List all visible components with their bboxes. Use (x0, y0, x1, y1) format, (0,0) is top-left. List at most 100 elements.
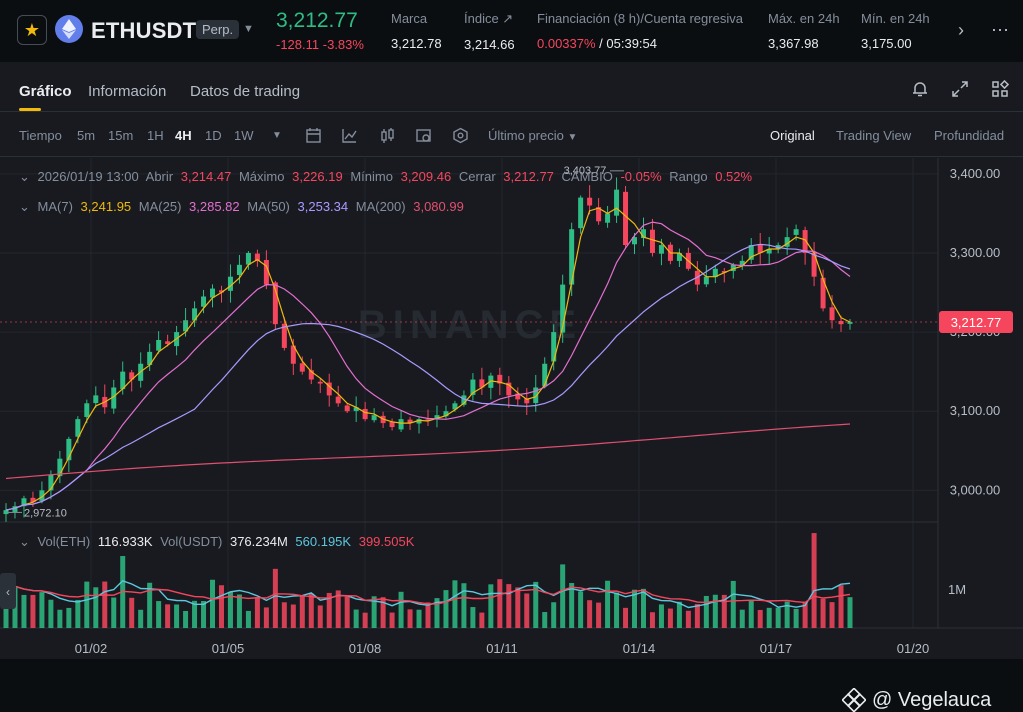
candle (658, 245, 664, 254)
indicator-icon[interactable] (341, 127, 358, 144)
interval-dropdown-icon[interactable]: ▼ (272, 130, 282, 141)
volume-bar (344, 596, 350, 628)
candle (829, 307, 835, 321)
candlestick-chart[interactable]: BINANCE3,400.003,300.003,200.003,100.003… (0, 158, 1023, 659)
candle (524, 398, 530, 404)
calendar-icon[interactable] (305, 127, 322, 144)
date-tick-label: 01/02 (75, 641, 108, 656)
volume-bar (488, 584, 494, 628)
volume-bar (524, 593, 530, 628)
author-name: @ Vegelauca (872, 688, 992, 711)
bell-icon[interactable] (911, 80, 929, 98)
expand-icon[interactable] (951, 80, 969, 98)
volume-bar (218, 585, 224, 628)
volume-bar (542, 612, 548, 628)
interval-1d[interactable]: 1D (205, 128, 222, 143)
volume-tick-label: 1M (948, 582, 966, 597)
ma7-value: 3,241.95 (80, 199, 132, 214)
close-label: Cerrar (458, 169, 496, 184)
candle (811, 252, 817, 277)
candle (183, 320, 189, 332)
volume-bar (614, 592, 620, 628)
chart-canvas[interactable]: BINANCE3,400.003,300.003,200.003,100.003… (0, 158, 1023, 659)
range-value: 0.52% (715, 169, 753, 184)
interval-15m[interactable]: 15m (108, 128, 134, 143)
candle (425, 419, 431, 421)
price-change: -128.11 -3.83% (276, 37, 364, 52)
volume-bar (254, 597, 260, 628)
candle (201, 296, 207, 307)
volume-bar (766, 607, 772, 628)
scroll-left-handle (0, 573, 16, 609)
interval-5m[interactable]: 5m (77, 128, 96, 143)
index-price-stat[interactable]: Índice ↗ 3,214.66 (464, 11, 515, 52)
view-depth[interactable]: Profundidad (934, 128, 1005, 143)
collapse-icon[interactable]: ⌄ (19, 534, 30, 549)
volume-bar (407, 609, 413, 628)
volume-ma-line (5, 579, 851, 609)
candle (506, 382, 512, 396)
candle (227, 276, 233, 291)
volume-bar (757, 609, 763, 628)
interval-1h[interactable]: 1H (147, 128, 164, 143)
candle (703, 276, 709, 285)
volume-bar (434, 598, 440, 628)
volume-bar (30, 594, 36, 628)
candle (434, 415, 440, 419)
price-tick-label: 3,000.00 (950, 482, 1001, 497)
stat-label: Máx. en 24h (768, 11, 840, 26)
last-price: 3,212.77 (276, 9, 358, 32)
candle (308, 370, 314, 380)
stat-label: Mín. en 24h (861, 11, 930, 26)
vol-usdt-value: 376.234M (229, 534, 288, 549)
tab-info[interactable]: Información (88, 83, 167, 100)
candle (605, 213, 611, 223)
stat-value: 3,212.78 (391, 36, 442, 51)
price-type-select[interactable]: Último precio ▼ (488, 128, 577, 143)
tab-trading-data[interactable]: Datos de trading (190, 83, 301, 100)
candle-type-icon[interactable] (379, 127, 396, 144)
collapse-icon[interactable]: ⌄ (19, 169, 30, 184)
header-actions: › ⋯ (958, 20, 1009, 41)
interval-1w[interactable]: 1W (234, 128, 254, 143)
tab-chart[interactable]: Gráfico (19, 83, 72, 100)
candle (676, 252, 682, 261)
candle (165, 341, 171, 344)
chevron-right-icon[interactable]: › (957, 20, 964, 40)
volume-bar (138, 609, 144, 628)
interval-4h[interactable]: 4H (175, 128, 192, 143)
candle (739, 260, 745, 266)
symbol-name[interactable]: ETHUSDT (91, 18, 197, 43)
favorite-star-icon[interactable]: ★ (17, 15, 47, 45)
chart-settings-icon[interactable] (415, 127, 432, 144)
ma-legend: ⌄ MA(7) 3,241.95 MA(25) 3,285.82 MA(50) … (19, 199, 468, 215)
ma50-value: 3,253.34 (297, 199, 349, 214)
candle (470, 379, 476, 395)
binance-watermark: BINANCE (358, 303, 582, 347)
volume-bar (353, 609, 359, 628)
volume-bar (847, 597, 853, 628)
layout-grid-icon[interactable] (991, 80, 1009, 98)
stat-label: Índice ↗ (464, 11, 514, 26)
high-24h-stat: Máx. en 24h 3,367.98 (768, 11, 840, 51)
more-icon[interactable]: ⋯ (991, 20, 1009, 40)
candle (784, 237, 790, 247)
candle (326, 382, 332, 396)
chevron-down-icon: ▼ (567, 132, 578, 143)
collapse-icon[interactable]: ⌄ (19, 199, 30, 214)
hexagon-settings-icon[interactable] (452, 127, 469, 144)
volume-bar (470, 607, 476, 628)
volume-bar (272, 568, 278, 628)
volume-bar (685, 610, 691, 628)
view-original[interactable]: Original (770, 128, 815, 143)
ticker-header: ★ ETHUSDT Perp. ▼ 3,212.77 -128.11 -3.83… (0, 0, 1023, 62)
candle (290, 345, 296, 364)
candle (398, 419, 404, 430)
view-tradingview[interactable]: Trading View (836, 128, 912, 143)
volume-bar (227, 591, 233, 628)
ma-line (5, 423, 851, 480)
volume-bar (245, 610, 251, 628)
symbol-dropdown-icon[interactable]: ▼ (243, 23, 254, 35)
ma25-label: MA(25) (138, 199, 182, 214)
change-value: -0.05% (620, 169, 662, 184)
